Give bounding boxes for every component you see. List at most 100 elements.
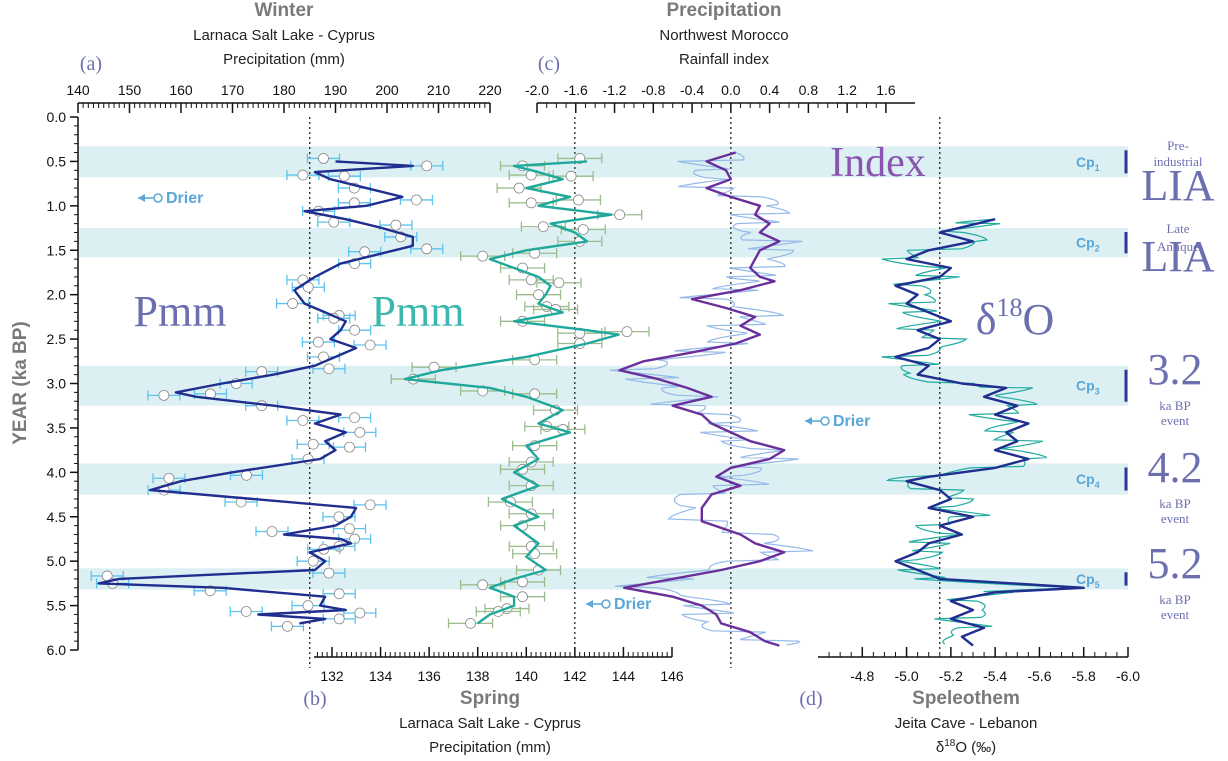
event-label-main: 3.2 (1148, 345, 1203, 394)
panel-b-letter: (b) (303, 688, 326, 710)
panel-a-tick-label: 220 (478, 82, 502, 98)
panel-a-data-point (312, 336, 324, 348)
cold-phase-band-cp3 (78, 365, 1128, 406)
panel-b-tick-label: 136 (417, 668, 441, 684)
panel-a-units: Precipitation (mm) (223, 51, 345, 68)
panel-b-data-point (614, 209, 626, 221)
event-label-main: LIA (1141, 161, 1215, 210)
panel-a-tick-label: 150 (118, 82, 142, 98)
band-label-cp1: Cp1 (1076, 154, 1100, 173)
panel-b-subtitle: Larnaca Salt Lake - Cyprus (399, 715, 581, 732)
panel-a-data-point (297, 415, 309, 426)
panel-d-tick-label: -6.0 (1116, 668, 1140, 684)
panel-b-smoothed-line (403, 160, 620, 625)
panel-c-tick-label: 0.4 (760, 82, 780, 98)
panel-a-tick-label: 180 (272, 82, 296, 98)
band-label-subscript: 4 (1095, 480, 1100, 490)
panel-b-data-point (477, 250, 489, 262)
panel-a-tick-label: 210 (427, 82, 451, 98)
y-tick-label: 1.5 (47, 242, 67, 258)
panel-b-data-point (577, 224, 589, 235)
reference-lines (309, 117, 941, 668)
panel-c-subtitle: Northwest Morocco (659, 27, 788, 44)
drier-arrow-head (586, 600, 593, 608)
drier-arrow-circle (601, 599, 611, 609)
y-tick-label: 5.5 (47, 598, 67, 614)
panel-a-tick-label: 140 (66, 82, 90, 98)
drier-arrow-circle (153, 193, 163, 203)
panel-a-data-point (158, 389, 170, 401)
band-label-cp5: Cp5 (1076, 571, 1100, 590)
panel-a-tick-label: 190 (324, 82, 348, 98)
panel-b-data-point (525, 197, 537, 209)
panel-a-data-point (390, 219, 402, 231)
panel-b-tick-label: 144 (612, 668, 636, 684)
panel-d-smoothed-line (894, 218, 1085, 647)
panel-a-data-point (302, 600, 314, 611)
panel-d-tick-label: -5.0 (895, 668, 919, 684)
panel-a-data-point (307, 438, 319, 450)
y-tick-label: 5.0 (47, 553, 67, 569)
panel-c-tick-label: -0.8 (641, 82, 665, 98)
panel-a-data-point (364, 339, 376, 351)
y-tick-label: 0.5 (47, 153, 67, 169)
panel-a-subtitle: Larnaca Salt Lake - Cyprus (193, 27, 375, 44)
panel-b-data-point (537, 221, 549, 233)
panel-b-data-point (573, 194, 584, 206)
panel-a-data-point (364, 499, 376, 511)
band-label-subscript: 5 (1095, 580, 1100, 590)
panel-a-data-point (297, 169, 309, 181)
drier-label: Drier (833, 413, 870, 430)
panel-d-tick-label: -4.8 (850, 668, 874, 684)
series-label-index: Index (830, 140, 926, 186)
band-label-cp2: Cp2 (1076, 235, 1100, 254)
panel-d-tick-label: -5.6 (1027, 668, 1051, 684)
panel-c-smoothed-line (618, 151, 786, 647)
panel-a-data-point (333, 511, 345, 523)
panel-c-letter: (c) (538, 53, 560, 75)
band-label-subscript: 2 (1095, 244, 1100, 254)
panel-b-data-point (517, 591, 528, 603)
event-label-sub: event (1161, 413, 1190, 428)
drier-arrow-circle (820, 416, 830, 426)
panel-d-title: Speleothem (912, 688, 1020, 709)
y-tick-label: 6.0 (47, 642, 67, 658)
panel-a-data-point (307, 555, 319, 567)
panel-c-tick-label: 1.6 (876, 82, 896, 98)
panel-a-data-point (323, 567, 335, 579)
event-label-top: Pre- (1167, 138, 1189, 153)
panel-b-units: Precipitation (mm) (429, 739, 551, 756)
cold-phase-band-cp2 (78, 228, 1128, 258)
drier-arrow-head (805, 417, 812, 425)
d18o-superscript: 18 (996, 293, 1022, 322)
panel-a-data-point (349, 412, 361, 423)
panel-a-data-point (318, 153, 329, 164)
event-label-top: industrial (1153, 154, 1202, 169)
units-rest: O (‰) (955, 739, 996, 756)
panel-d-tick-label: -5.4 (983, 668, 1007, 684)
panel-a-data-point (282, 620, 293, 632)
y-tick-label: 3.0 (47, 376, 67, 392)
panel-a-data-point (323, 363, 335, 375)
panel-b-data-point (477, 579, 489, 591)
event-label-main: 4.2 (1148, 443, 1203, 492)
drier-label: Drier (614, 596, 651, 613)
event-label-top: Late (1166, 221, 1189, 236)
y-tick-label: 3.5 (47, 420, 67, 436)
panel-b-title: Spring (460, 688, 520, 709)
panel-a-data-point (421, 243, 433, 255)
panel-c-tick-label: 0.8 (799, 82, 819, 98)
drier-arrow-head (138, 194, 145, 202)
event-label-sub: event (1161, 607, 1190, 622)
series-label-spring-pmm: Pmm (372, 287, 465, 336)
panel-d-tick-label: -5.8 (1072, 668, 1096, 684)
cold-phase-band-cp5 (78, 568, 1128, 590)
panel-b-tick-label: 134 (369, 668, 393, 684)
panel-b-data-point (621, 326, 633, 338)
panel-d-subtitle: Jeita Cave - Lebanon (895, 715, 1038, 732)
units-delta: δ (936, 739, 944, 756)
panel-c-raw-record (609, 151, 814, 646)
panel-a-data-point (266, 526, 278, 537)
panel-b-data-point (533, 289, 544, 301)
